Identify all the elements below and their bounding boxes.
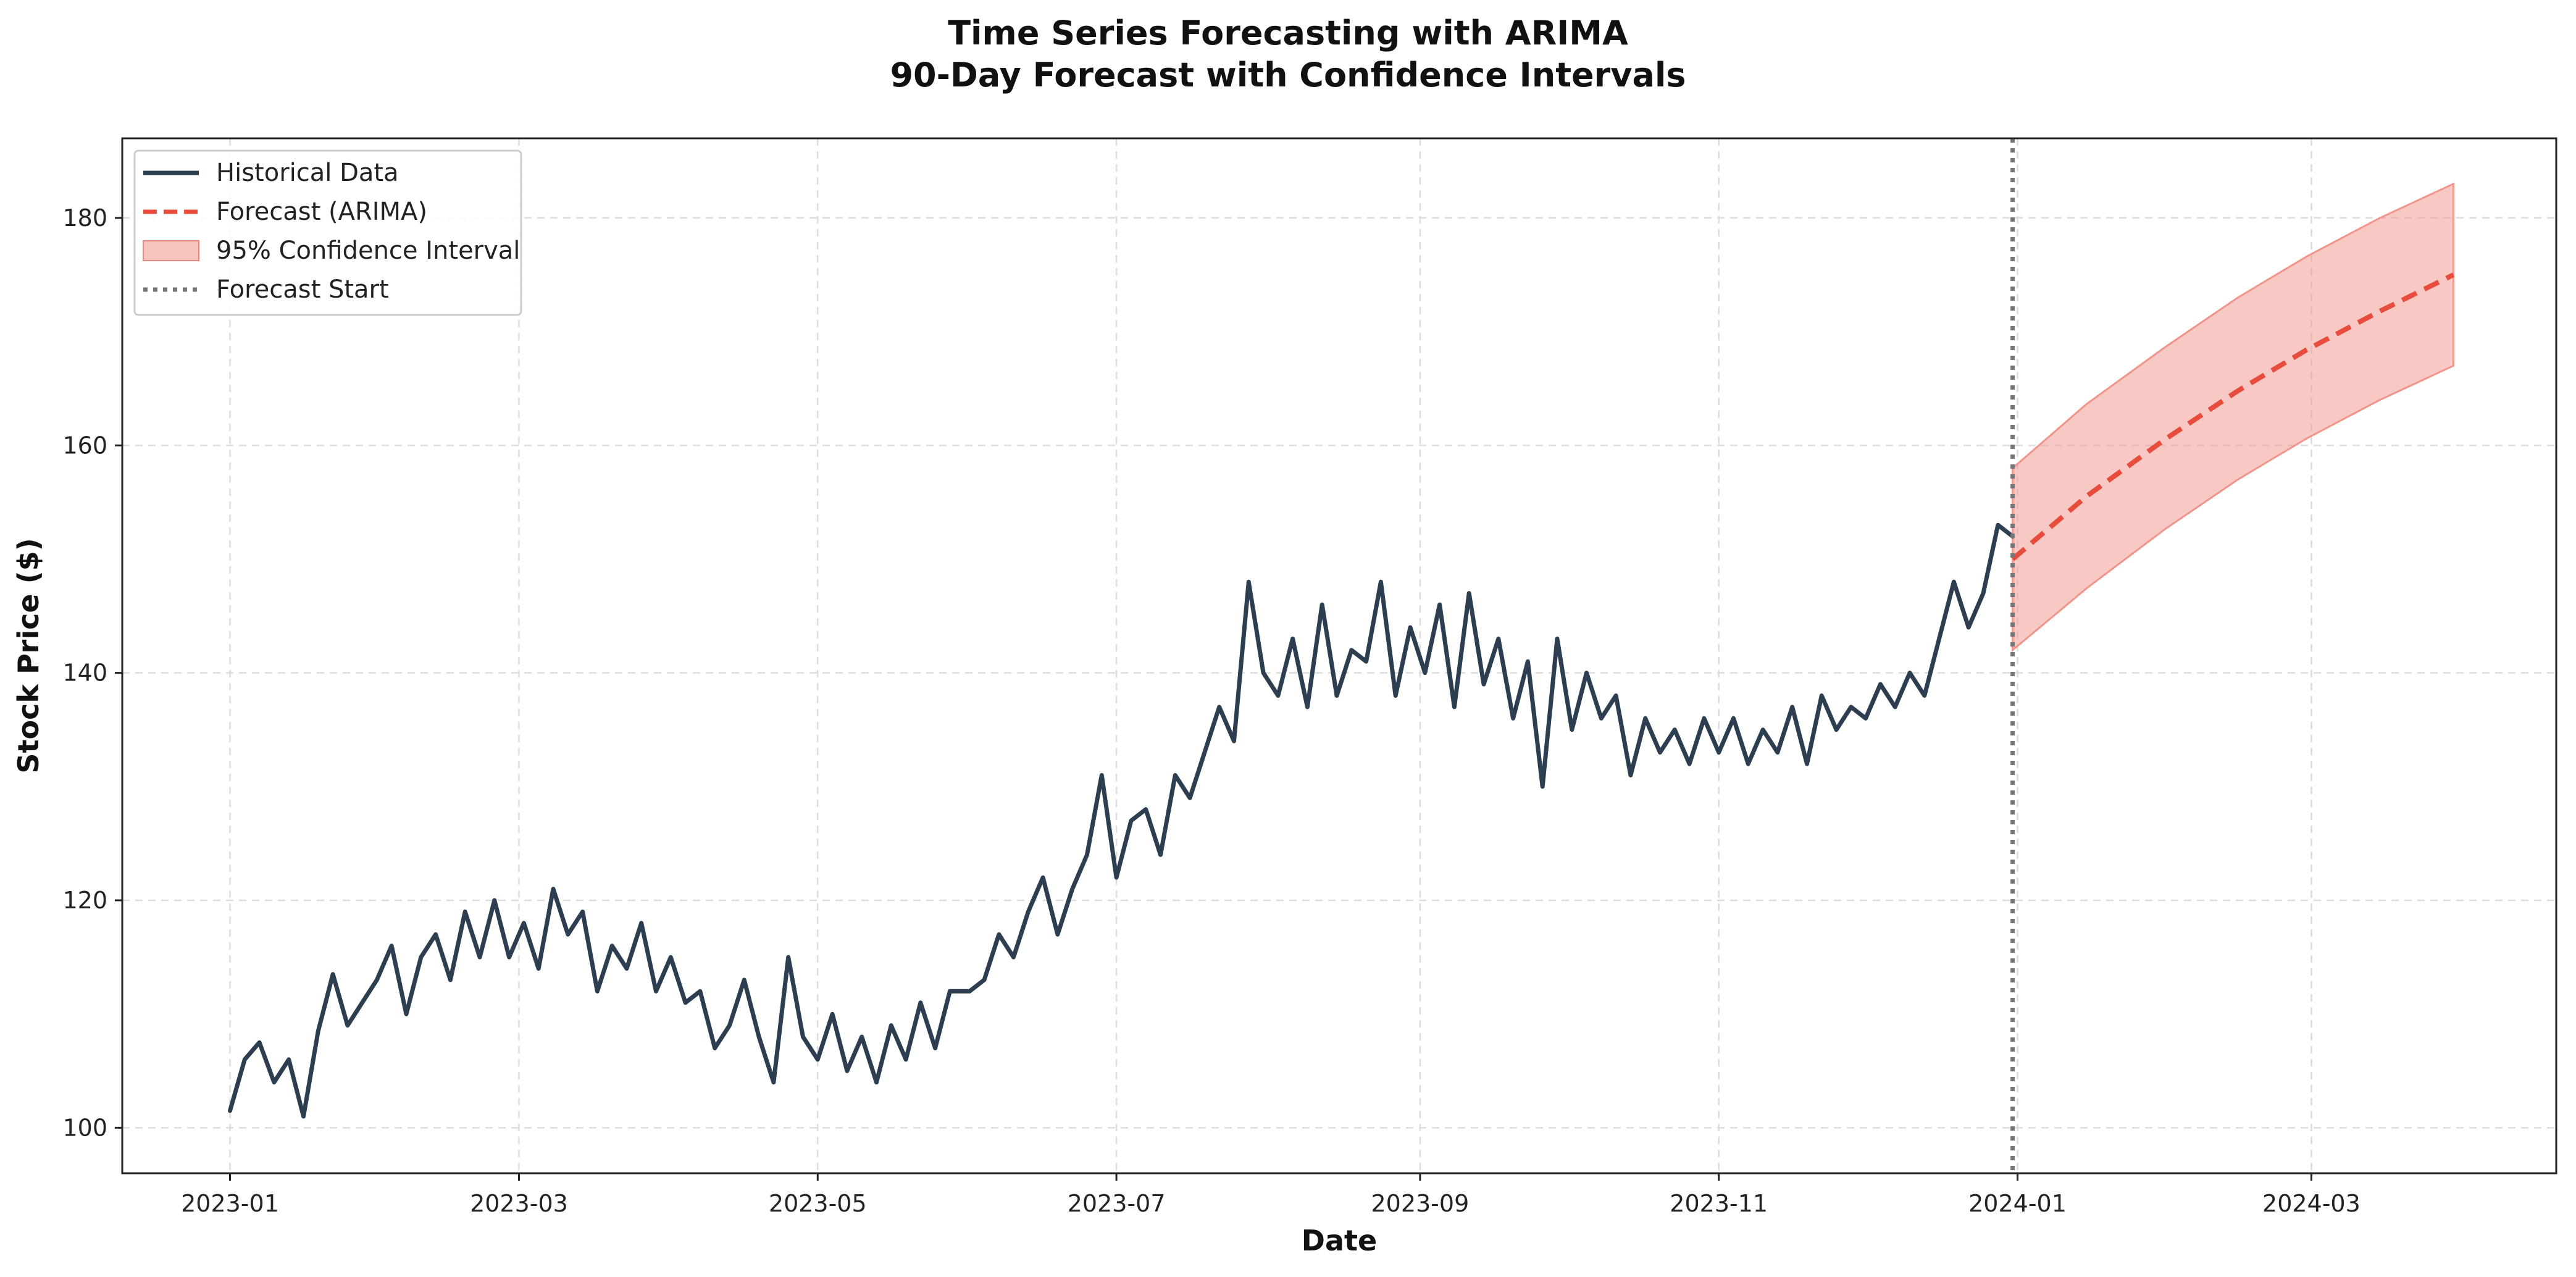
- y-axis-label: Stock Price ($): [12, 538, 45, 773]
- chart-title: Time Series Forecasting with ARIMA: [948, 14, 1628, 52]
- x-axis-ticks: 2023-01 2023-03 2023-05 2023-07 2023-09 2023-…: [181, 1173, 2361, 1217]
- grid-lines: [122, 138, 2556, 1173]
- confidence-interval-band: [2012, 182, 2454, 653]
- x-tick-label: 2023-03: [470, 1190, 568, 1217]
- plot-frame: [121, 137, 2557, 1174]
- legend-forecast-label: Forecast (ARIMA): [216, 198, 427, 226]
- series-lines: [228, 272, 2455, 1119]
- legend-forecast-start-label: Forecast Start: [216, 275, 389, 304]
- forecast-line: [2011, 272, 2455, 561]
- x-tick-label: 2023-09: [1371, 1190, 1469, 1217]
- x-axis-label: Date: [1302, 1224, 1377, 1257]
- y-tick-label: 120: [62, 887, 107, 914]
- x-tick-label: 2023-05: [769, 1190, 867, 1217]
- x-tick-label: 2023-07: [1068, 1190, 1166, 1217]
- legend-box: [133, 149, 522, 316]
- confidence-interval-area: [2012, 182, 2454, 653]
- y-tick-label: 140: [62, 659, 107, 687]
- x-tick-label: 2023-01: [181, 1190, 279, 1217]
- x-tick-label: 2023-11: [1670, 1190, 1768, 1217]
- x-tick-label: 2024-01: [1968, 1190, 2067, 1217]
- legend-historical-label: Historical Data: [216, 159, 399, 187]
- y-tick-label: 160: [62, 432, 107, 459]
- legend: Historical Data Forecast (ARIMA) 95% Con…: [133, 149, 522, 316]
- y-tick-label: 100: [62, 1114, 107, 1141]
- chart-subtitle: 90-Day Forecast with Confidence Interval…: [890, 56, 1686, 94]
- historical-data-line: [228, 522, 2015, 1119]
- legend-ci-swatch: [143, 240, 199, 261]
- y-axis-ticks: 100 120 140 160 180: [62, 204, 122, 1141]
- x-tick-label: 2024-03: [2262, 1190, 2361, 1217]
- y-tick-label: 180: [62, 204, 107, 232]
- legend-ci-label: 95% Confidence Interval: [216, 237, 520, 265]
